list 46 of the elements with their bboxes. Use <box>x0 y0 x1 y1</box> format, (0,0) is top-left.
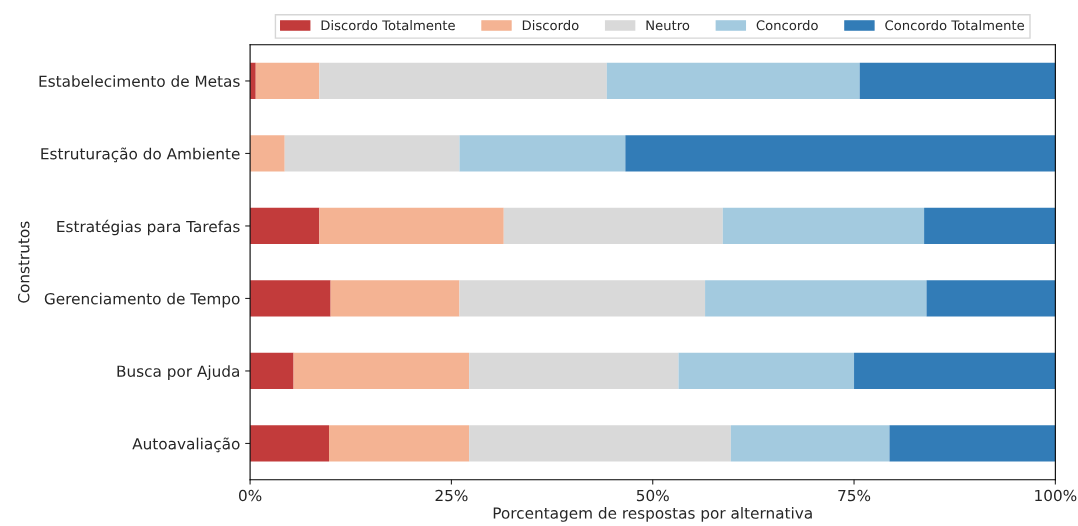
x-tick-label: 0% <box>238 489 262 502</box>
legend-label: Discordo <box>522 20 579 31</box>
bar <box>293 352 470 390</box>
y-tick-label: Estratégias para Tarefas <box>57 219 240 236</box>
bar <box>255 62 320 100</box>
bar <box>284 135 460 172</box>
legend-label: Discordo Totalmente <box>321 20 455 31</box>
bar <box>250 135 285 172</box>
bar <box>250 352 294 390</box>
bar <box>469 352 679 390</box>
bar <box>329 425 470 462</box>
bar <box>625 135 1056 172</box>
y-axis-title: Construtos <box>17 221 30 303</box>
x-axis-title: Porcentagem de respostas por alternativa <box>493 507 812 522</box>
legend-label: Concordo Totalmente <box>885 20 1025 31</box>
bar <box>678 352 855 390</box>
bar <box>730 425 890 462</box>
bar <box>722 207 925 245</box>
bar <box>250 207 320 245</box>
bar <box>924 207 1056 245</box>
y-tick-label: Estruturação do Ambiente <box>41 147 240 163</box>
bar <box>250 425 330 462</box>
bar <box>889 425 1056 462</box>
bar <box>319 207 504 245</box>
bar <box>606 62 860 100</box>
y-tick-label: Autoavaliação <box>132 437 240 453</box>
bar <box>459 280 706 317</box>
bar <box>854 352 1056 390</box>
x-tick-label: 100% <box>1035 489 1077 502</box>
bar <box>859 62 1056 100</box>
x-tick-label: 75% <box>838 489 871 502</box>
bar <box>705 280 927 317</box>
bar <box>926 280 1056 317</box>
bar <box>503 207 723 245</box>
y-tick-label: Busca por Ajuda <box>117 365 239 380</box>
x-tick-label: 50% <box>636 489 669 502</box>
y-tick-label: Estabelecimento de Metas <box>39 75 240 87</box>
bar <box>330 280 460 317</box>
y-tick-label: Gerenciamento de Tempo <box>44 292 240 308</box>
bar <box>459 135 626 172</box>
x-tick-label: 25% <box>435 489 468 502</box>
legend-label: Concordo <box>756 20 818 31</box>
bar <box>319 62 607 100</box>
legend-label: Neutro <box>646 20 690 31</box>
bar <box>469 425 731 462</box>
bar <box>250 280 331 317</box>
